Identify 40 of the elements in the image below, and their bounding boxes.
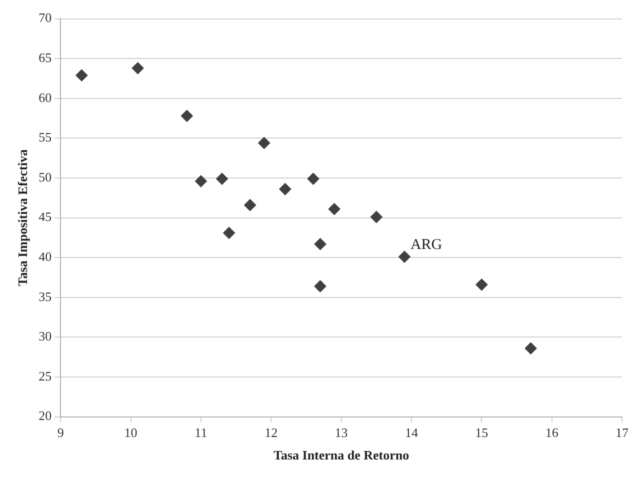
x-axis-title: Tasa Interna de Retorno [273, 448, 410, 463]
point [223, 226, 236, 239]
point [76, 69, 88, 82]
point [216, 172, 228, 185]
x-tick-label: 12 [264, 425, 278, 440]
x-tick-label: 15 [475, 425, 488, 440]
point [307, 172, 320, 185]
point [194, 175, 207, 188]
y-tick-label: 40 [38, 249, 52, 264]
x-tick-label: 9 [57, 425, 64, 440]
y-tick-label: 60 [38, 90, 52, 105]
y-tick-label: 25 [38, 368, 52, 384]
y-tick-label: 50 [38, 169, 52, 184]
y-tick-label: 45 [38, 209, 52, 224]
point [314, 238, 326, 250]
annotation: ARG [410, 237, 442, 254]
y-tick-label: 20 [38, 408, 52, 424]
y-axis-title: Tasa Impositiva Efectiva [15, 148, 30, 286]
point [314, 280, 326, 292]
x-tick-label: 10 [124, 425, 138, 440]
point [524, 342, 537, 354]
y-tick-label: 35 [38, 288, 52, 304]
x-tick-label: 17 [616, 425, 629, 440]
point [244, 199, 256, 212]
y-tick-label: 30 [38, 328, 52, 344]
x-tick-label: 14 [404, 425, 418, 440]
y-tick-label: 70 [38, 10, 52, 26]
point [132, 62, 144, 74]
point [279, 183, 292, 196]
point [328, 203, 340, 216]
point [398, 250, 410, 263]
x-tick-label: 16 [545, 425, 559, 440]
point [180, 110, 193, 122]
y-tick-label: 65 [38, 50, 52, 66]
y-tick-label: 55 [38, 130, 52, 145]
point [370, 211, 382, 224]
x-tick-label: 13 [334, 425, 348, 440]
point [258, 136, 270, 149]
point [476, 278, 488, 291]
x-tick-label: 11 [194, 425, 208, 440]
